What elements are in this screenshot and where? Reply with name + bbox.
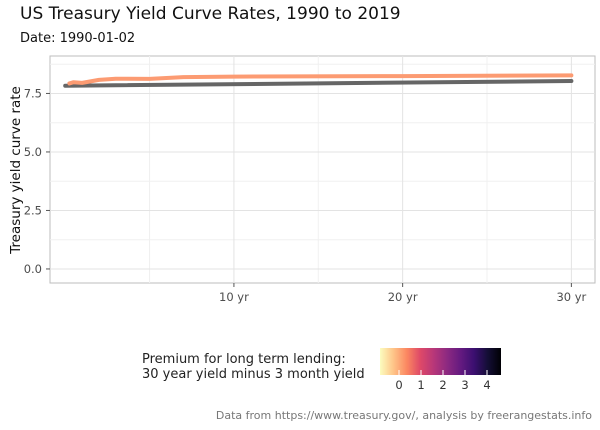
legend-title: Premium for long term lending: 30 year y… (142, 352, 365, 382)
chart-caption: Data from https://www.treasury.gov/, ana… (215, 409, 592, 422)
axes-ticks: 10 yr 20 yr 30 yr 0.0 2.5 5.0 7.5 (24, 86, 587, 304)
legend-title-line2: 30 year yield minus 3 month yield (142, 367, 365, 382)
legend-tick-label: 4 (483, 378, 490, 392)
plot-panel (49, 55, 596, 284)
y-axis-label: Treasury yield curve rate (8, 86, 24, 255)
legend-ticks: 0 1 2 3 4 (395, 370, 491, 392)
legend-colorbar-svg: 0 1 2 3 4 (380, 348, 501, 392)
legend-tick-label: 2 (439, 378, 446, 392)
series-line-yield-curve (67, 73, 574, 86)
y-tick-label: 7.5 (24, 86, 42, 100)
legend-tick-label: 0 (395, 378, 402, 392)
x-tick-label: 30 yr (556, 290, 586, 304)
legend-tick-label: 3 (461, 378, 468, 392)
chart-subtitle: Date: 1990-01-02 (20, 31, 136, 46)
legend-title-line1: Premium for long term lending: (142, 352, 346, 367)
chart-title: US Treasury Yield Curve Rates, 1990 to 2… (20, 4, 401, 24)
grid-lines (50, 56, 595, 283)
y-tick-label: 5.0 (24, 145, 42, 159)
y-tick-label: 2.5 (24, 203, 42, 217)
x-tick-label: 10 yr (219, 290, 249, 304)
y-tick-label: 0.0 (24, 262, 42, 276)
x-tick-label: 20 yr (388, 290, 418, 304)
legend-colorbar (380, 348, 501, 375)
series-lines (63, 73, 574, 88)
legend-tick-label: 1 (417, 378, 424, 392)
series-line-reference (63, 79, 574, 88)
